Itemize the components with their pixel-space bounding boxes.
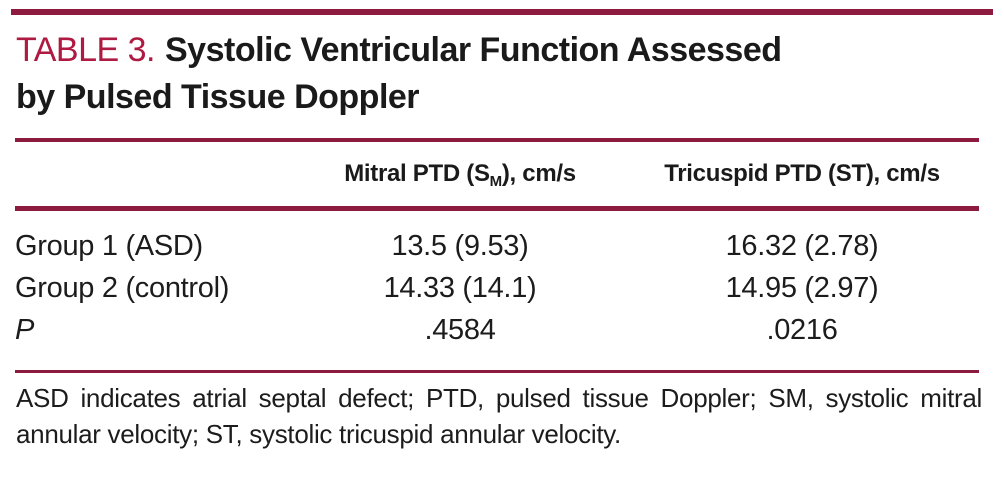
table-header-row: Mitral PTD (SM), cm/s Tricuspid PTD (ST)… [15,142,979,206]
p-mitral-value: .4584 [424,314,496,346]
table-rule-top [15,138,979,142]
table-rule-footnote [15,370,979,373]
column-header-tricuspid: Tricuspid PTD (ST), cm/s [664,160,940,187]
table-number-label: TABLE 3. [16,31,156,69]
column-header-mitral: Mitral PTD (SM), cm/s [295,160,625,190]
group1-mitral-value: 13.5 (9.53) [391,230,529,262]
row-label-group1: Group 1 (ASD) [15,230,203,262]
group2-mitral-value: 14.33 (14.1) [383,272,537,304]
group1-tricuspid-value: 16.32 (2.78) [725,230,879,262]
mitral-header-suffix: ), cm/s [501,160,576,187]
row-label-p-value: P [15,314,35,346]
table-title-line2: by Pulsed Tissue Doppler [16,78,420,116]
table-row: P .4584 .0216 [15,309,979,351]
mitral-header-subscript: M [489,173,503,190]
table-rule-header-bottom [15,206,979,211]
group2-tricuspid-value: 14.95 (2.97) [725,272,879,304]
mitral-header-prefix: Mitral PTD (S [344,160,490,187]
row-label-group2: Group 2 (control) [15,272,230,304]
table-row: Group 1 (ASD) 13.5 (9.53) 16.32 (2.78) [15,225,979,267]
p-tricuspid-value: .0216 [766,314,838,346]
table-title-line1: Systolic Ventricular Function Assessed [165,31,782,69]
table-title: TABLE 3. Systolic Ventricular Function As… [16,27,988,121]
table-body: Group 1 (ASD) 13.5 (9.53) 16.32 (2.78) G… [15,225,979,351]
table-row: Group 2 (control) 14.33 (14.1) 14.95 (2.… [15,267,979,309]
table-footnote: ASD indicates atrial septal defect; PTD,… [16,383,982,449]
top-accent-bar [11,9,993,15]
